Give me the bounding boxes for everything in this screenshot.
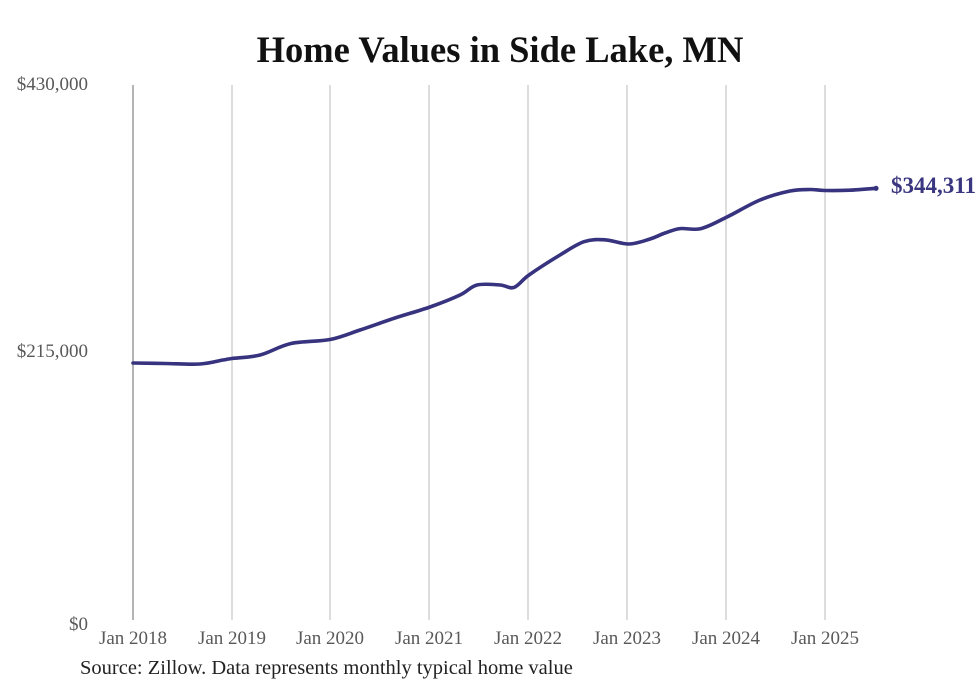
svg-text:Jan 2020: Jan 2020 <box>296 628 364 649</box>
svg-text:Jan 2022: Jan 2022 <box>494 628 562 649</box>
svg-text:$215,000: $215,000 <box>17 341 88 362</box>
svg-text:Jan 2021: Jan 2021 <box>395 628 463 649</box>
svg-text:Jan 2025: Jan 2025 <box>791 628 859 649</box>
svg-text:$430,000: $430,000 <box>17 74 88 95</box>
svg-text:Jan 2023: Jan 2023 <box>593 628 661 649</box>
svg-text:Jan 2018: Jan 2018 <box>99 628 167 649</box>
svg-text:Jan 2019: Jan 2019 <box>198 628 266 649</box>
svg-text:Jan 2024: Jan 2024 <box>692 628 761 649</box>
svg-text:$0: $0 <box>69 614 88 635</box>
svg-text:$344,311: $344,311 <box>891 173 976 198</box>
